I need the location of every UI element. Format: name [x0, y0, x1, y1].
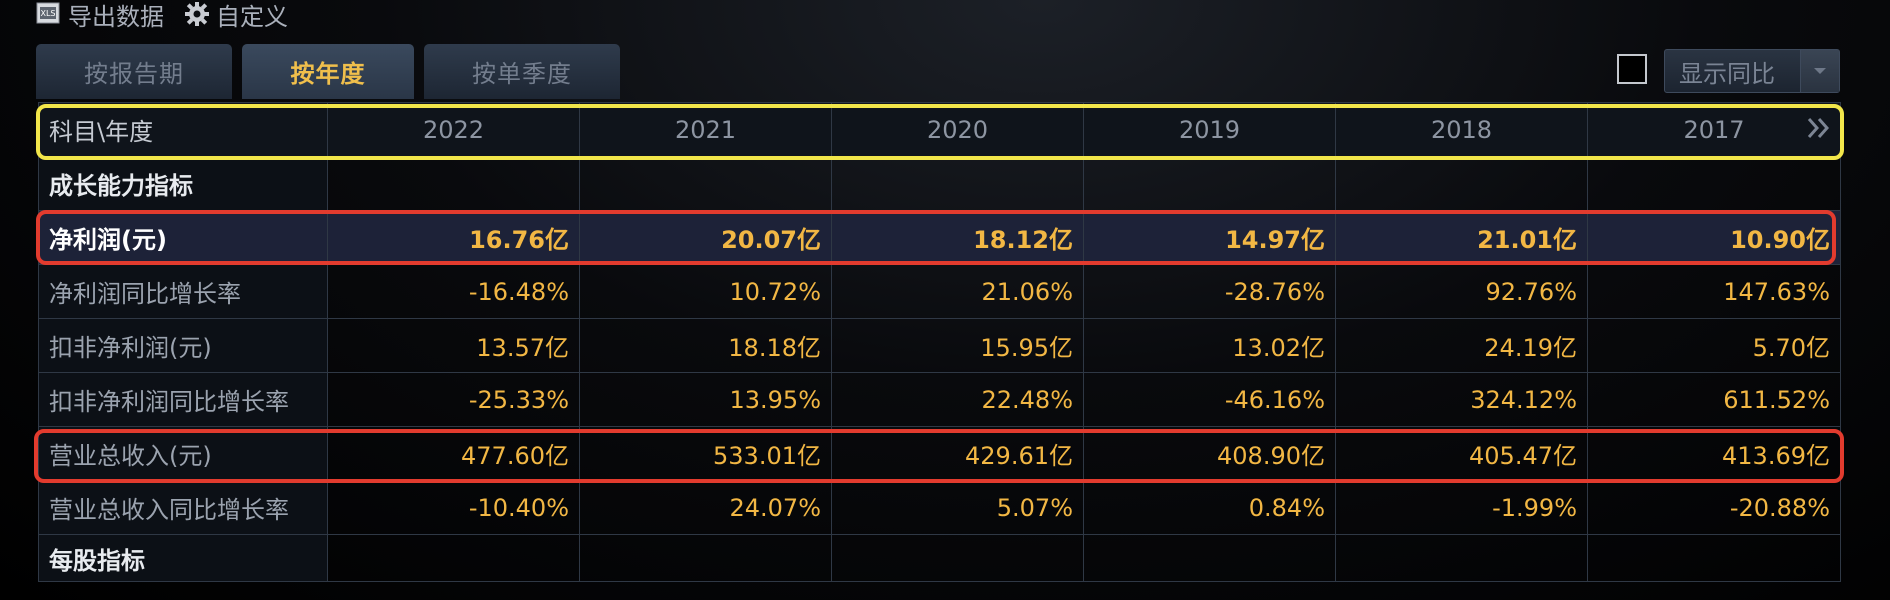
table-cell — [1587, 534, 1841, 582]
table-row-deducted-net-profit[interactable]: 扣非净利润(元) 13.57亿 18.18亿 15.95亿 13.02亿 24.… — [38, 318, 1841, 373]
table-cell: 22.48% — [831, 372, 1084, 427]
table-cell: 0.84% — [1083, 480, 1336, 535]
table-cell: 15.95亿 — [831, 318, 1084, 373]
table-cell: 477.60亿 — [327, 426, 580, 481]
table-cell: 14.97亿 — [1083, 210, 1336, 265]
row-label: 成长能力指标 — [38, 156, 328, 211]
customize-button[interactable]: 自定义 — [184, 0, 288, 32]
yoy-display-select[interactable]: 显示同比 — [1664, 49, 1840, 93]
table-cell — [579, 156, 832, 211]
table-cell — [579, 534, 832, 582]
year-column-header[interactable]: 2018 — [1335, 102, 1588, 157]
table-cell: 5.07% — [831, 480, 1084, 535]
customize-label: 自定义 — [216, 2, 288, 31]
table-cell: 408.90亿 — [1083, 426, 1336, 481]
row-label: 净利润(元) — [38, 210, 328, 265]
table-cell: 611.52% — [1587, 372, 1841, 427]
table-cell: 18.12亿 — [831, 210, 1084, 265]
table-cell: 10.72% — [579, 264, 832, 319]
year-column-header-last[interactable]: 2017 — [1587, 102, 1841, 157]
table-cell: 92.76% — [1335, 264, 1588, 319]
indicator-table: 科目\年度 2022 2021 2020 2019 2018 2017 成长能力… — [38, 102, 1841, 582]
table-cell: 18.18亿 — [579, 318, 832, 373]
table-cell — [1083, 156, 1336, 211]
table-cell: 21.01亿 — [1335, 210, 1588, 265]
table-cell: 405.47亿 — [1335, 426, 1588, 481]
table-cell — [327, 534, 580, 582]
toolbar: XLS 导出数据 自定义 — [36, 0, 308, 31]
table-cell — [1335, 534, 1588, 582]
year-column-header[interactable]: 2021 — [579, 102, 832, 157]
double-chevron-right-icon[interactable] — [1806, 117, 1832, 139]
table-cell: -20.88% — [1587, 480, 1841, 535]
table-cell: -16.48% — [327, 264, 580, 319]
table-cell: 5.70亿 — [1587, 318, 1841, 373]
row-label: 营业总收入(元) — [38, 426, 328, 481]
export-xls-icon: XLS — [36, 2, 60, 24]
table-cell: 413.69亿 — [1587, 426, 1841, 481]
year-column-header[interactable]: 2022 — [327, 102, 580, 157]
yoy-display-label: 显示同比 — [1679, 59, 1775, 88]
row-label: 扣非净利润同比增长率 — [38, 372, 328, 427]
table-cell: 13.95% — [579, 372, 832, 427]
table-cell: 13.57亿 — [327, 318, 580, 373]
export-data-label: 导出数据 — [68, 2, 164, 31]
table-cell — [1083, 534, 1336, 582]
table-cell: -10.40% — [327, 480, 580, 535]
table-cell: -1.99% — [1335, 480, 1588, 535]
year-column-header[interactable]: 2019 — [1083, 102, 1336, 157]
table-row-total-revenue[interactable]: 营业总收入(元) 477.60亿 533.01亿 429.61亿 408.90亿… — [38, 426, 1841, 481]
table-cell: -28.76% — [1083, 264, 1336, 319]
row-label: 营业总收入同比增长率 — [38, 480, 328, 535]
header-subject-year: 科目\年度 — [38, 102, 328, 157]
show-yoy-checkbox[interactable] — [1617, 54, 1647, 84]
table-cell — [327, 156, 580, 211]
table-cell: 10.90亿 — [1587, 210, 1841, 265]
tab-by-single-quarter[interactable]: 按单季度 — [424, 44, 620, 99]
table-cell: 429.61亿 — [831, 426, 1084, 481]
table-cell: 20.07亿 — [579, 210, 832, 265]
table-cell: 533.01亿 — [579, 426, 832, 481]
table-cell: 24.07% — [579, 480, 832, 535]
gear-icon — [185, 2, 209, 26]
period-tabs: 按报告期 按年度 按单季度 — [36, 44, 630, 99]
table-cell: 324.12% — [1335, 372, 1588, 427]
chevron-down-icon — [1800, 50, 1839, 92]
table-cell: 24.19亿 — [1335, 318, 1588, 373]
tab-by-year[interactable]: 按年度 — [242, 44, 414, 99]
table-header-row: 科目\年度 2022 2021 2020 2019 2018 2017 — [38, 102, 1841, 157]
table-row-deducted-net-profit-yoy[interactable]: 扣非净利润同比增长率 -25.33% 13.95% 22.48% -46.16%… — [38, 372, 1841, 427]
table-cell — [831, 534, 1084, 582]
row-label: 净利润同比增长率 — [38, 264, 328, 319]
row-label: 扣非净利润(元) — [38, 318, 328, 373]
table-cell: 16.76亿 — [327, 210, 580, 265]
table-cell: 13.02亿 — [1083, 318, 1336, 373]
svg-text:XLS: XLS — [40, 9, 55, 18]
table-cell: 147.63% — [1587, 264, 1841, 319]
row-label: 每股指标 — [38, 534, 328, 582]
table-row-total-revenue-yoy[interactable]: 营业总收入同比增长率 -10.40% 24.07% 5.07% 0.84% -1… — [38, 480, 1841, 535]
table-row-net-profit[interactable]: 净利润(元) 16.76亿 20.07亿 18.12亿 14.97亿 21.01… — [38, 210, 1841, 265]
year-column-header-label: 2017 — [1683, 115, 1745, 144]
table-cell — [1335, 156, 1588, 211]
tab-by-report-period[interactable]: 按报告期 — [36, 44, 232, 99]
table-cell — [831, 156, 1084, 211]
table-cell — [1587, 156, 1841, 211]
table-cell: -25.33% — [327, 372, 580, 427]
section-row-growth: 成长能力指标 — [38, 156, 1841, 211]
table-cell: 21.06% — [831, 264, 1084, 319]
section-row-per-share: 每股指标 — [38, 534, 1841, 582]
export-data-button[interactable]: XLS 导出数据 — [36, 0, 164, 32]
table-row-net-profit-yoy[interactable]: 净利润同比增长率 -16.48% 10.72% 21.06% -28.76% 9… — [38, 264, 1841, 319]
year-column-header[interactable]: 2020 — [831, 102, 1084, 157]
table-cell: -46.16% — [1083, 372, 1336, 427]
